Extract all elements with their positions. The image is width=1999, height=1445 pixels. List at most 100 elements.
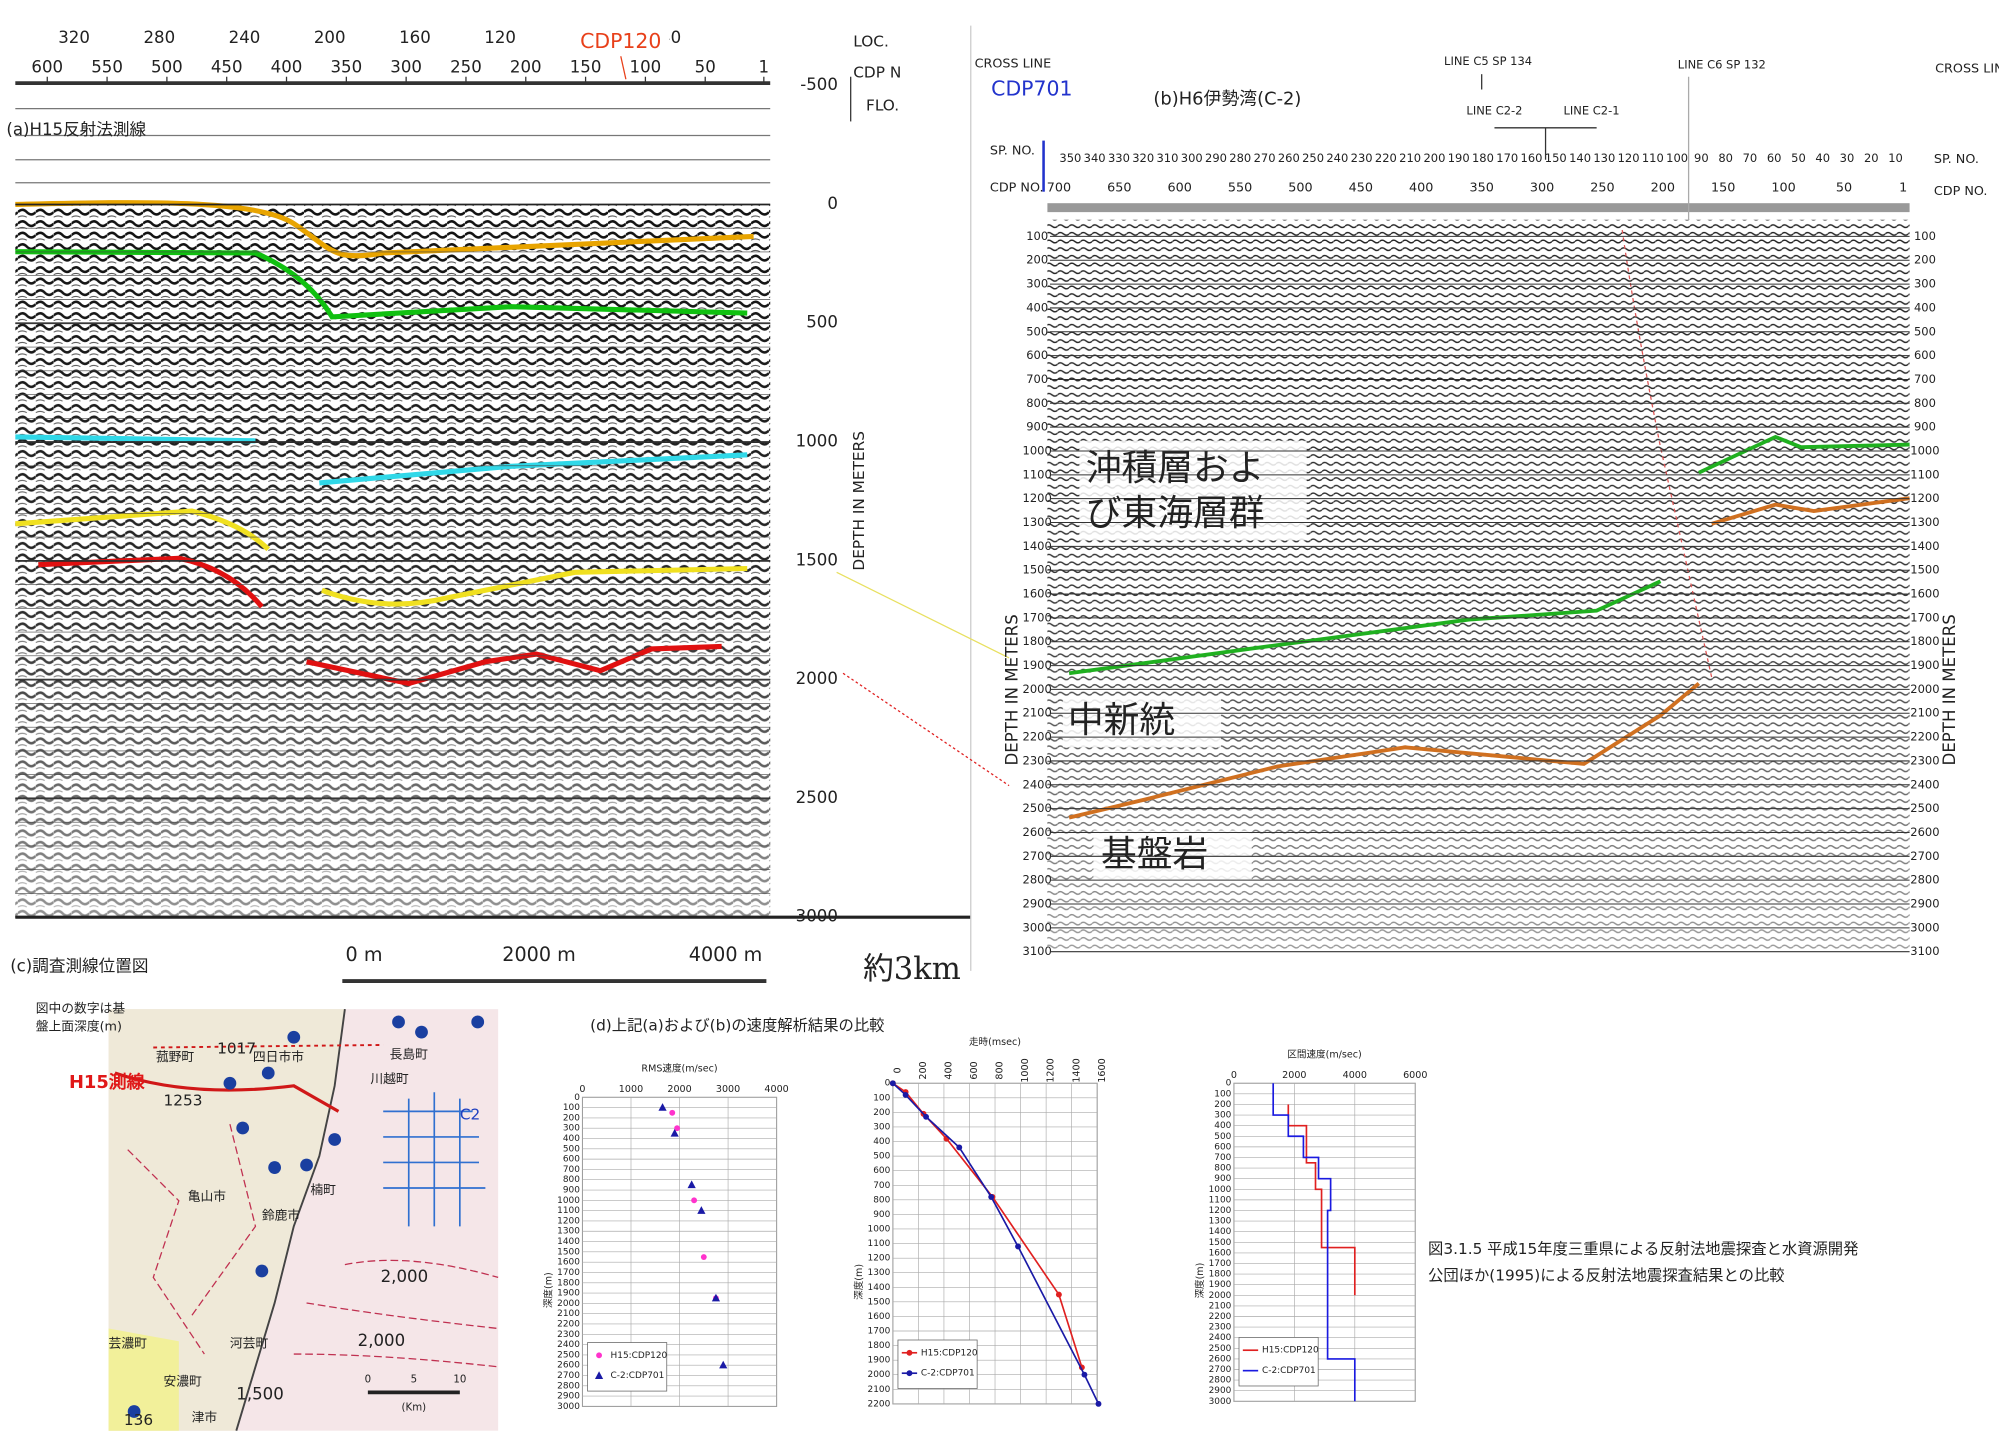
- well: [255, 1264, 269, 1278]
- depth-tick-label: 3000: [796, 907, 838, 926]
- data-point: [719, 1360, 728, 1369]
- sp-tick-label: 200: [1423, 151, 1445, 165]
- sp-tick-label: 50: [1791, 151, 1806, 165]
- line-label: LINE C5 SP 134: [1444, 54, 1532, 68]
- depth-contour-label: 2,000: [358, 1331, 406, 1350]
- depth-tick-label: 2600: [1910, 825, 1939, 839]
- y-tick-label: 0: [574, 1093, 580, 1103]
- cdp-tick-label: 250: [1590, 180, 1614, 195]
- loc-label: LOC.: [853, 33, 889, 51]
- depth-tick-label: 1300: [1023, 515, 1052, 529]
- cdp-tick-label: 100: [630, 57, 662, 76]
- y-tick-label: 1900: [1209, 1280, 1232, 1290]
- place-name: 亀山市: [188, 1189, 227, 1204]
- h15-line: [114, 1071, 340, 1113]
- y-tick-label: 1900: [557, 1289, 580, 1299]
- depth-tick-label: 2600: [1023, 825, 1052, 839]
- well: [415, 1025, 428, 1039]
- y-tick-label: 2400: [557, 1340, 580, 1350]
- sp-tick-label: 110: [1642, 151, 1664, 165]
- depth-tick-label: 400: [1914, 300, 1936, 314]
- depth-tick-label: 2200: [1910, 730, 1939, 744]
- y-tick-label: 200: [563, 1113, 580, 1123]
- data-point: [670, 1128, 679, 1137]
- y-tick-label: 1100: [1209, 1195, 1232, 1205]
- caption: 公団ほか(1995)による反射法地震探査結果との比較: [1428, 1267, 1785, 1285]
- depth-contour-label: 1,500: [236, 1384, 284, 1403]
- faults: [127, 1123, 257, 1355]
- horizon-green: [1698, 434, 1910, 475]
- y-tick-label: 2900: [557, 1392, 580, 1402]
- y-tick-label: 2500: [557, 1350, 580, 1360]
- x-tick-label: 600: [969, 1061, 980, 1079]
- sp-tick-label: 80: [1718, 151, 1733, 165]
- y-tick-label: 0: [1226, 1079, 1232, 1089]
- y-tick-label: 1200: [1209, 1206, 1232, 1216]
- y-tick-label: 200: [1214, 1100, 1231, 1110]
- sp-tick-label: 280: [1229, 151, 1251, 165]
- cdp-tick-label: 450: [1349, 180, 1373, 195]
- place-name: 芸濃町: [109, 1335, 148, 1351]
- sp-tick-label: 290: [1205, 151, 1227, 165]
- y-tick-label: 500: [563, 1144, 580, 1154]
- y-tick-label: 700: [563, 1165, 580, 1175]
- y-tick-label: 2100: [868, 1385, 891, 1395]
- depth-tick-label: 2300: [1910, 753, 1939, 767]
- annotation: び東海層群: [1086, 493, 1265, 534]
- depth-tick-label: 2500: [1023, 801, 1052, 815]
- y-tick-label: 2900: [1209, 1386, 1232, 1396]
- depth-tick-label: 100: [1026, 229, 1048, 243]
- y-tick-label: 1100: [557, 1206, 580, 1216]
- depth-tick-label: 2500: [1910, 801, 1939, 815]
- line-label: LINE C2-1: [1564, 104, 1620, 118]
- data-point: [902, 1091, 909, 1098]
- y-tick-label: 2000: [1209, 1291, 1232, 1301]
- depth-tick-label: 2900: [1023, 897, 1052, 911]
- depth-tick-label: 2200: [1023, 730, 1052, 744]
- depth-tick-label: 2900: [1910, 897, 1939, 911]
- sp-tick-label: 100: [1666, 151, 1688, 165]
- survey-line: [153, 1043, 384, 1049]
- coastline: [235, 1009, 346, 1431]
- x-tick-label: 6000: [1403, 1070, 1427, 1081]
- y-tick-label: 1800: [1209, 1270, 1232, 1280]
- annotation: 沖積層およ: [1086, 448, 1265, 489]
- depth-tick-label: 500: [1914, 324, 1936, 338]
- cdp-tick-label: 600: [31, 57, 63, 76]
- map-scale-label: (Km): [402, 1403, 427, 1414]
- place-name: 菰野町: [156, 1050, 195, 1065]
- data-point: [889, 1080, 896, 1087]
- x-axis-label: 区間速度(m/sec): [1287, 1049, 1361, 1061]
- horizon-red: [38, 555, 264, 609]
- c2-label: C2: [460, 1106, 480, 1124]
- horizon-green: [15, 249, 748, 320]
- map-note: 図中の数字は基: [36, 1002, 126, 1017]
- depth-tick-label: 700: [1026, 372, 1048, 386]
- y-tick-label: 800: [1214, 1164, 1231, 1174]
- legend-label: H15:CDP120: [921, 1348, 978, 1358]
- scale-label: 2000 m: [502, 943, 575, 966]
- y-tick-label: 2200: [1209, 1312, 1232, 1322]
- well: [287, 1030, 301, 1044]
- cdp-label: CDP NO.: [1934, 184, 1988, 199]
- data-point: [711, 1293, 721, 1302]
- depth-tick-label: 1000: [1023, 443, 1052, 457]
- y-tick-label: 2800: [1209, 1376, 1232, 1386]
- y-tick-label: 100: [563, 1103, 580, 1113]
- sp-tick-label: 160: [1521, 151, 1543, 165]
- sp-tick-label: 260: [1278, 151, 1300, 165]
- cdp-marker: CDP701: [991, 77, 1072, 101]
- y-tick-label: 2300: [1209, 1323, 1232, 1333]
- depth-tick-label: 1900: [1910, 658, 1939, 672]
- depth-tick-label: 2100: [1910, 706, 1939, 720]
- data-point: [1081, 1371, 1088, 1378]
- y-tick-label: 1400: [557, 1237, 580, 1247]
- x-tick-label: 1000: [619, 1084, 643, 1095]
- sp-tick-label: 240: [1326, 151, 1348, 165]
- well: [261, 1066, 275, 1080]
- y-tick-label: 1200: [868, 1254, 891, 1264]
- fault-line: [1621, 229, 1713, 678]
- x-tick-label: 1600: [1097, 1058, 1108, 1082]
- cdp-tick-label: 50: [1836, 180, 1852, 195]
- depth-tick-label: 3100: [1910, 944, 1939, 958]
